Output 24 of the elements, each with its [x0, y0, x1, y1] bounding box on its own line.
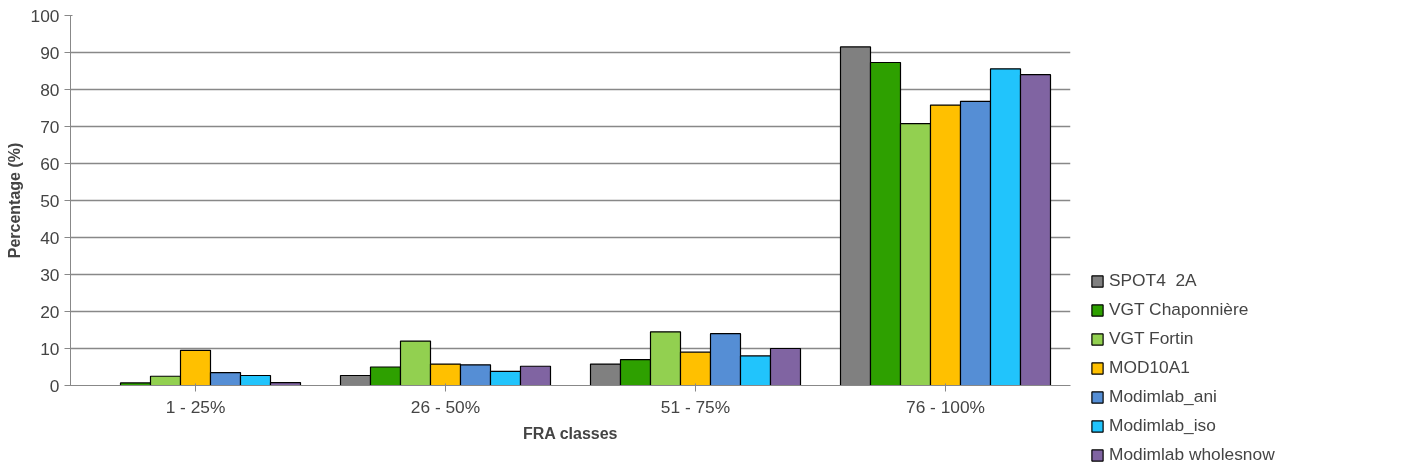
x-tick-label: 26 - 50%	[410, 396, 481, 417]
y-tick-label: 100	[30, 5, 60, 26]
y-tick-label: 80	[40, 79, 60, 100]
x-tick-label: 51 - 75%	[660, 396, 731, 417]
y-tick-label: 50	[40, 190, 60, 211]
legend-label: VGT Fortin	[1109, 328, 1194, 349]
y-tick-label: 70	[40, 116, 60, 137]
y-tick-label: 30	[40, 264, 60, 285]
x-tick-label: 1 - 25%	[165, 396, 226, 417]
y-tick-label: 10	[40, 338, 60, 359]
y-tick-label: 40	[40, 227, 60, 248]
legend-label: Modimlab_iso	[1109, 415, 1216, 436]
y-tick-label: 60	[40, 153, 60, 174]
legend-label: Modimlab wholesnow	[1109, 444, 1275, 465]
y-tick-label: 0	[49, 375, 60, 396]
y-tick-label: 90	[40, 42, 60, 63]
legend-label: SPOT4 2A	[1109, 270, 1197, 291]
x-tick-label: 76 - 100%	[906, 396, 985, 417]
y-axis-title: Percentage (%)	[5, 142, 23, 259]
x-axis-title: FRA classes	[522, 424, 618, 442]
legend-label: MOD10A1	[1109, 357, 1190, 378]
legend-label: Modimlab_ani	[1109, 386, 1217, 407]
legend-label: VGT Chaponnière	[1109, 299, 1249, 320]
y-tick-label: 20	[40, 301, 60, 322]
